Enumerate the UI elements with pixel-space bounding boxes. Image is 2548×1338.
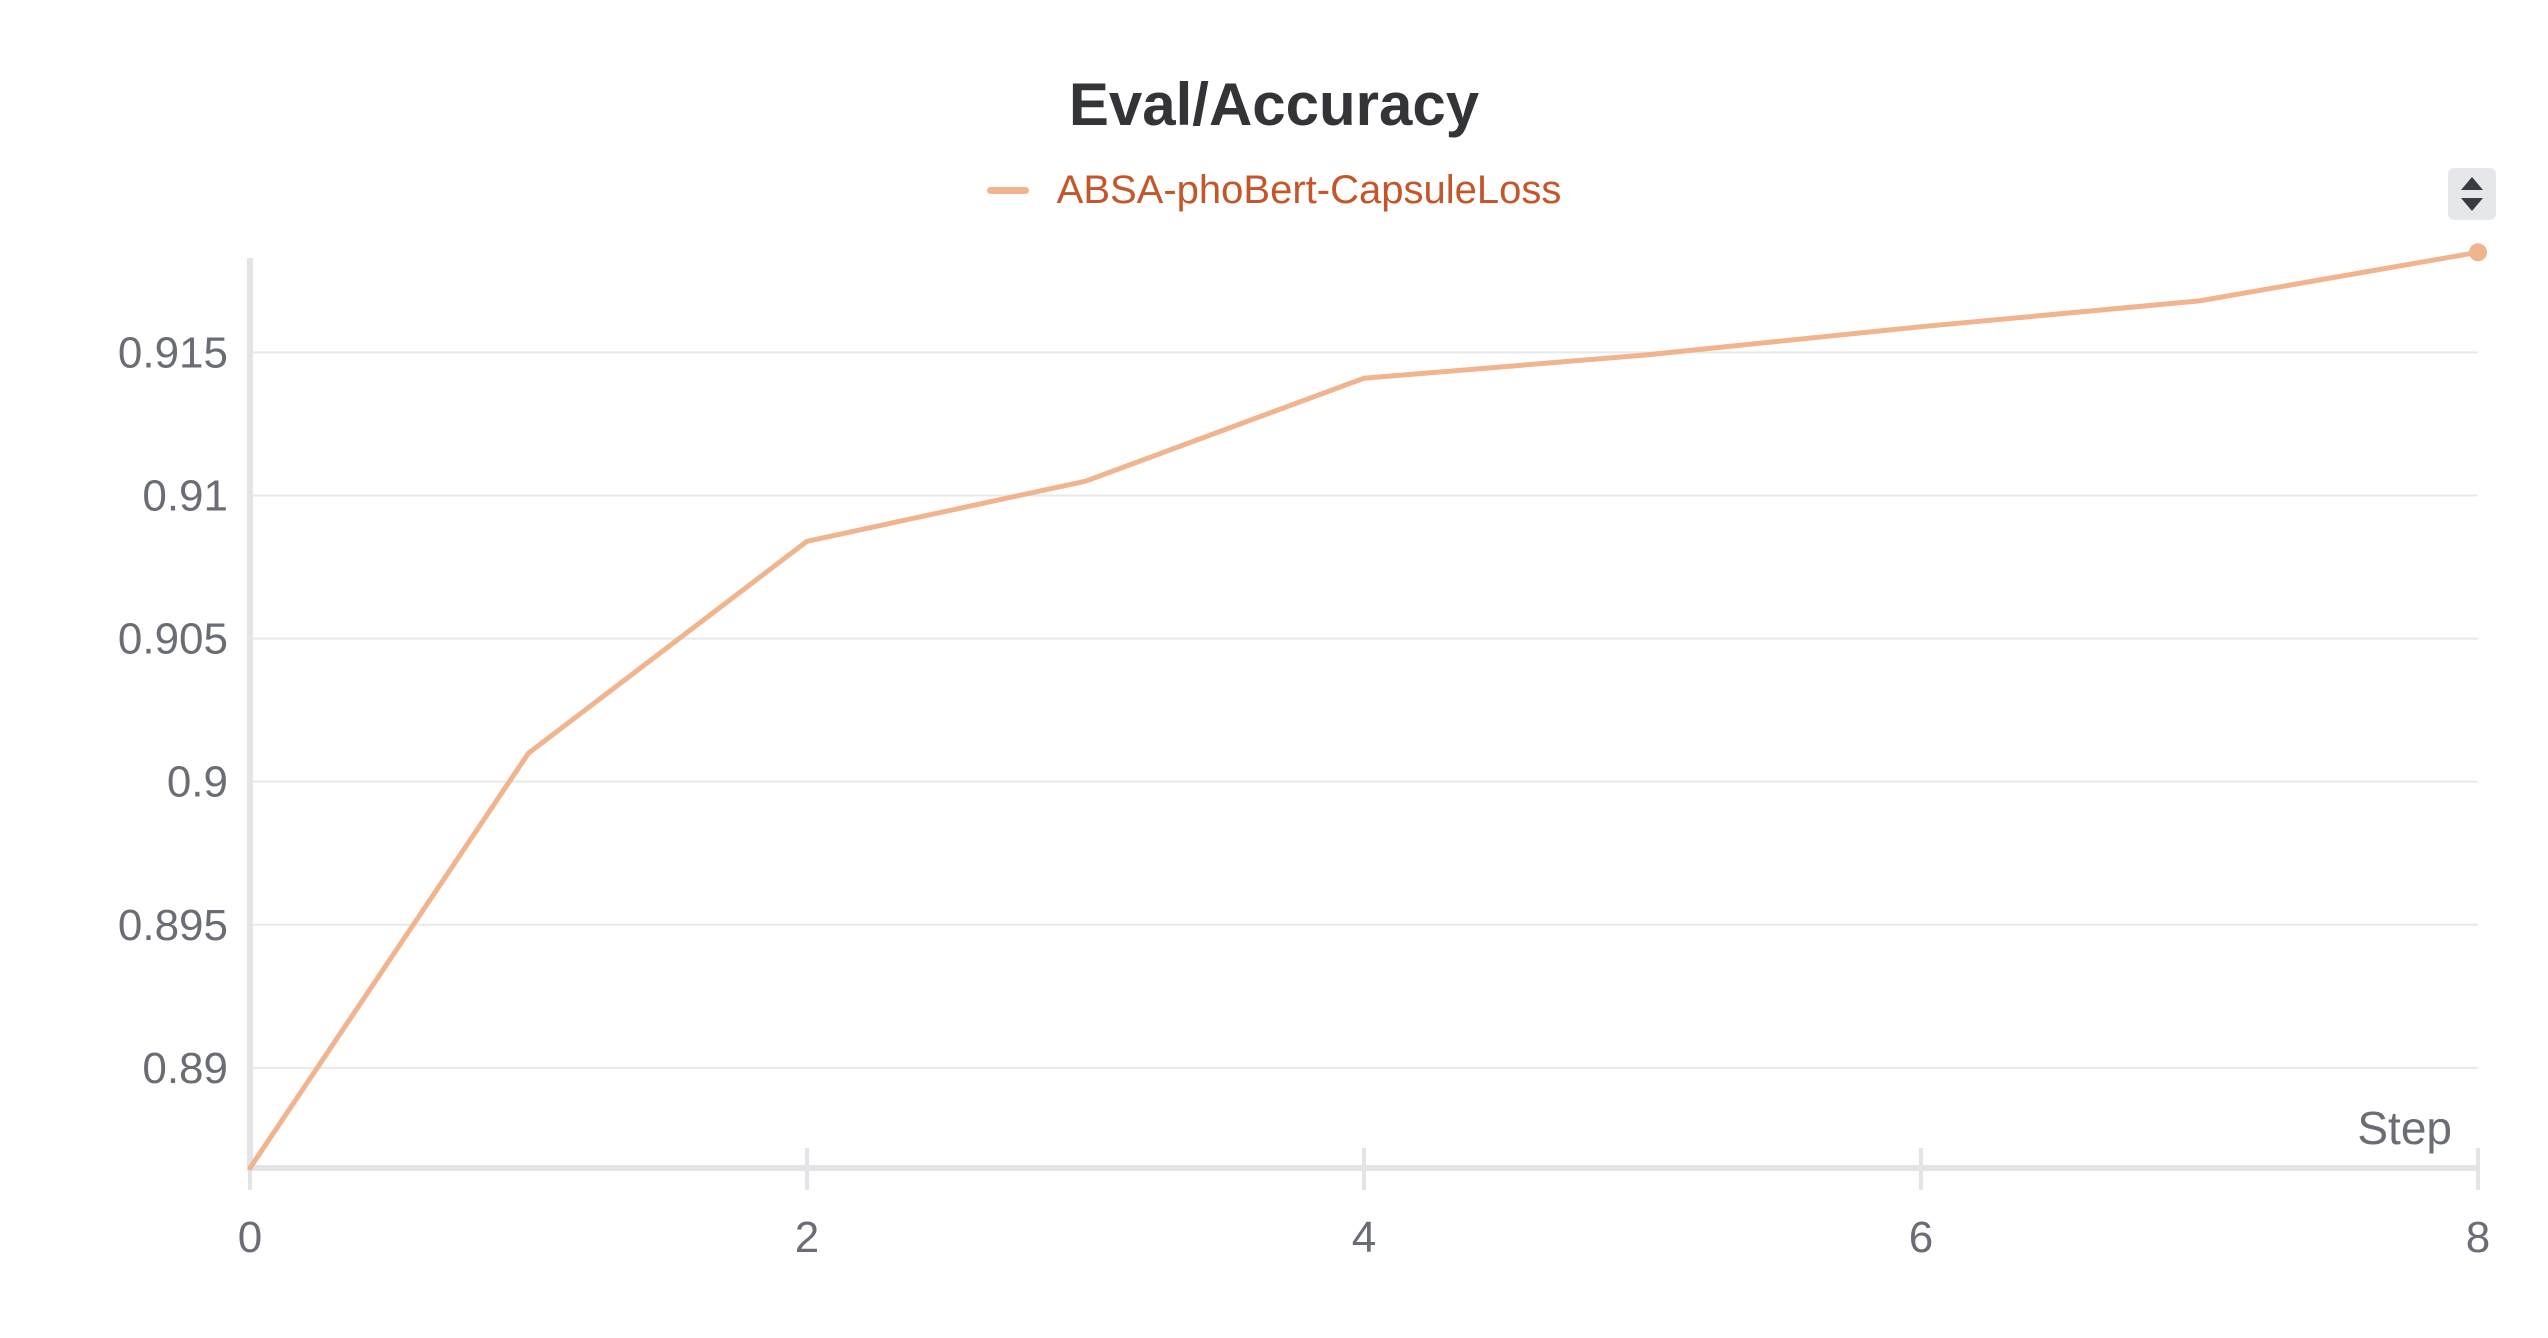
sort-button[interactable] [2448,168,2496,220]
y-tick-label: 0.905 [118,615,228,664]
legend-series-label[interactable]: ABSA-phoBert-CapsuleLoss [1056,168,1562,212]
y-tick-label: 0.9 [167,758,228,807]
sort-up-down-icon [2461,177,2483,211]
legend-swatch [986,187,1029,194]
y-tick-label: 0.89 [142,1044,228,1093]
x-tick-label: 6 [1909,1213,1933,1262]
label-layer: 0.89 0.895 0.9 0.905 0.91 0.915 0 2 4 6 8 Step [118,328,2490,1262]
y-tick-label: 0.91 [142,472,228,521]
legend: ABSA-phoBert-CapsuleLoss [0,168,2548,213]
grid-layer [250,351,2478,1069]
series-layer [247,243,2487,1171]
y-tick-label: 0.915 [118,328,228,377]
series-line [247,249,2481,1171]
x-tick-label: 2 [795,1213,819,1262]
data-point[interactable] [2469,243,2487,262]
y-tick-label: 0.895 [118,901,228,950]
x-tick-label: 8 [2466,1213,2490,1262]
x-tick-label: 0 [238,1213,262,1262]
chart-title: Eval/Accuracy [1068,71,1480,138]
axis-layer [247,258,2480,1190]
x-axis-title: Step [2357,1102,2452,1154]
x-tick-label: 4 [1352,1213,1376,1262]
